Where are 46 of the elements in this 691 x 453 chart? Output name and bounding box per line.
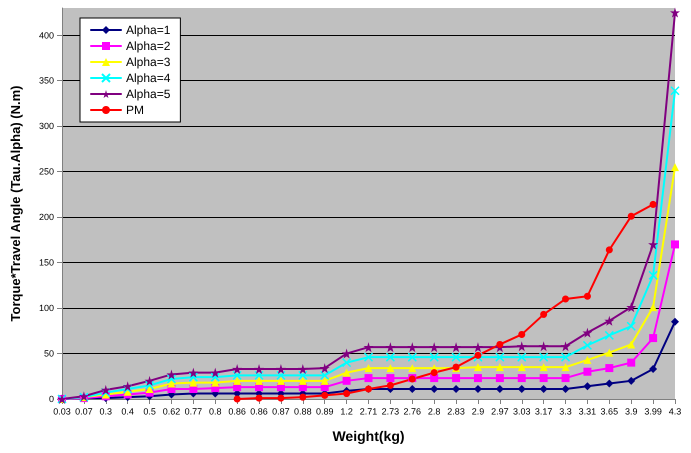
- y-tick-label: 200: [38, 212, 54, 222]
- x-tick-label: 4.3: [668, 406, 682, 416]
- x-tick-label: 2.73: [382, 406, 400, 416]
- x-tick-label: 2.97: [491, 406, 509, 416]
- x-tick-label: 0.07: [75, 406, 93, 416]
- x-tick-label: 0.4: [121, 406, 134, 416]
- x-tick-label: 2.9: [472, 406, 484, 416]
- x-tick-label: 3.65: [600, 406, 618, 416]
- x-tick-label: 0.3: [100, 406, 112, 416]
- x-tick-label: 3.99: [644, 406, 662, 416]
- x-tick-label: 0.8: [208, 406, 222, 416]
- y-tick-label: 0: [48, 394, 54, 404]
- x-tick-label: 2.83: [447, 406, 465, 416]
- legend-label: Alpha=3: [126, 55, 171, 69]
- y-tick-label: 100: [38, 303, 54, 314]
- y-tick-label: 300: [38, 121, 54, 132]
- x-tick-label: 0.86: [250, 406, 268, 416]
- x-tick-label: 0.86: [228, 406, 246, 416]
- x-tick-label: 0.03: [53, 406, 71, 416]
- legend-label: Alpha=5: [126, 87, 171, 101]
- x-tick-label: 3.17: [534, 406, 552, 416]
- y-axis-title: Torque*Travel Angle (Tau.Alpha) (N.m): [8, 86, 23, 322]
- x-tick-label: 3.9: [624, 406, 638, 416]
- x-axis-title: Weight(kg): [332, 428, 405, 444]
- x-tick-label: 0.87: [272, 406, 290, 416]
- x-tick-label: 3.03: [512, 406, 531, 416]
- y-tick-label: 50: [44, 348, 54, 359]
- legend-label: PM: [126, 103, 144, 117]
- x-tick-label: 0.62: [162, 406, 180, 416]
- legend-label: Alpha=4: [126, 71, 171, 85]
- x-tick-label: 0.89: [316, 406, 334, 416]
- legend-label: Alpha=1: [126, 23, 171, 37]
- y-tick-label: 400: [38, 30, 54, 40]
- x-tick-label: 3.31: [578, 406, 596, 416]
- x-tick-label: 0.77: [184, 406, 202, 416]
- x-tick-label: 2.76: [404, 406, 422, 416]
- y-tick-label: 350: [38, 76, 54, 86]
- x-tick-label: 1.2: [340, 406, 353, 416]
- legend-label: Alpha=2: [126, 39, 171, 53]
- y-tick-label: 150: [38, 258, 54, 268]
- y-tick-label: 250: [38, 166, 54, 177]
- x-tick-label: 2.71: [360, 406, 378, 416]
- x-tick-label: 3.3: [559, 406, 572, 416]
- x-tick-label: 0.88: [294, 406, 312, 416]
- x-tick-label: 2.8: [428, 406, 440, 416]
- x-tick-label: 0.5: [143, 406, 156, 416]
